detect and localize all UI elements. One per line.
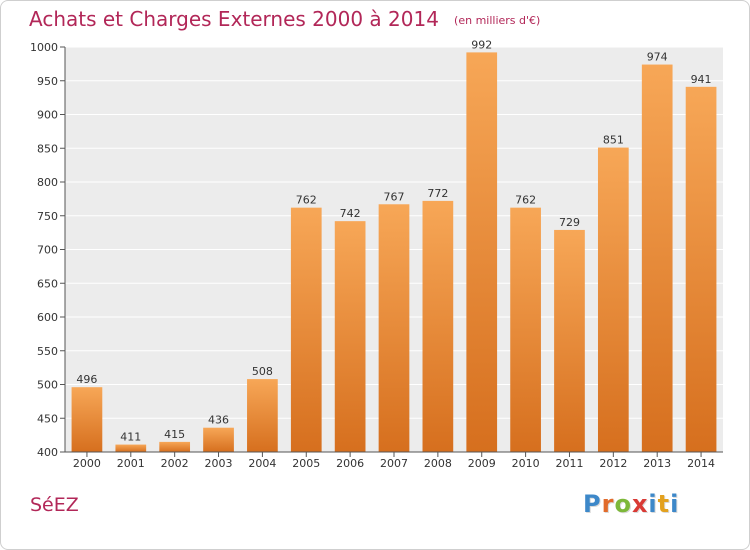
value-label-2004: 508 (252, 365, 273, 378)
bar-2010 (510, 207, 541, 452)
bar-2012 (597, 147, 629, 452)
x-tick-label: 2004 (248, 457, 276, 470)
x-tick-label: 2010 (512, 457, 540, 470)
y-tick-label: 800 (37, 176, 58, 189)
bar-2011 (554, 229, 585, 452)
value-label-2009: 992 (471, 38, 492, 51)
x-tick-label: 2006 (336, 457, 364, 470)
bar-2009 (466, 52, 498, 453)
x-tick-label: 2013 (643, 457, 671, 470)
brand-letter: i (670, 490, 680, 518)
value-label-2005: 762 (296, 194, 317, 207)
value-labels: 496 411 415 436 508 762 742 767 772 992 762 729 851 9… (76, 38, 711, 443)
value-label-2013: 974 (647, 51, 668, 64)
value-label-2006: 742 (340, 207, 361, 220)
x-tick-label: 2000 (73, 457, 101, 470)
bar-2014 (685, 86, 717, 452)
bar-2008 (422, 200, 454, 452)
bar-2007 (378, 204, 410, 452)
bar-2004 (247, 379, 278, 452)
value-label-2010: 762 (515, 194, 536, 207)
brand-letter: r (601, 490, 615, 518)
brand-letter: x (631, 490, 649, 518)
y-tick-label: 1000 (30, 41, 58, 54)
chart-title-text: Achats et Charges Externes 2000 à 2014 (29, 7, 439, 31)
value-label-2008: 772 (427, 187, 448, 200)
bar-2002 (159, 441, 191, 452)
x-tick-label: 2009 (468, 457, 496, 470)
x-tick-label: 2012 (599, 457, 627, 470)
axes: 400 450 500 550 600 650 700 750 800 850 900 950 1000… (30, 41, 723, 470)
bar-2006 (334, 221, 366, 452)
x-tick-label: 2011 (555, 457, 583, 470)
brand-letter: o (614, 490, 632, 518)
chart-unit-note: (en milliers d'€) (454, 14, 541, 27)
y-tick-label: 950 (37, 75, 58, 88)
brand-letter: P (583, 490, 602, 518)
y-tick-label: 700 (37, 244, 58, 257)
x-tick-label: 2014 (687, 457, 715, 470)
y-tick-label: 450 (37, 412, 58, 425)
value-label-2011: 729 (559, 216, 580, 229)
y-tick-label: 550 (37, 345, 58, 358)
bars (71, 52, 717, 453)
x-tick-label: 2005 (292, 457, 320, 470)
y-tick-label: 600 (37, 311, 58, 324)
y-tick-label: 650 (37, 277, 58, 290)
value-label-2002: 415 (164, 428, 185, 441)
y-tick-label: 900 (37, 109, 58, 122)
value-label-2003: 436 (208, 414, 229, 427)
x-tick-label: 2002 (161, 457, 189, 470)
bar-2001 (115, 444, 147, 452)
y-tick-label: 500 (37, 379, 58, 392)
bar-2005 (290, 207, 322, 452)
value-label-2007: 767 (384, 190, 405, 203)
bar-2000 (71, 387, 103, 452)
value-label-2012: 851 (603, 134, 624, 147)
bar-2003 (203, 427, 234, 452)
x-tick-label: 2001 (117, 457, 145, 470)
y-tick-label: 850 (37, 142, 58, 155)
proxiti-logo: Proxiti (583, 490, 679, 518)
x-tick-label: 2007 (380, 457, 408, 470)
value-label-2014: 941 (691, 73, 712, 86)
value-label-2001: 411 (120, 431, 141, 444)
bar-2013 (641, 64, 673, 453)
y-tick-label: 400 (37, 446, 58, 459)
x-tick-label: 2008 (424, 457, 452, 470)
brand-letter: t (657, 490, 671, 518)
brand-letter: i (648, 490, 658, 518)
value-label-2000: 496 (76, 373, 97, 386)
location-label: SéEZ (30, 494, 79, 516)
y-tick-label: 750 (37, 210, 58, 223)
x-tick-label: 2003 (205, 457, 233, 470)
chart-title: Achats et Charges Externes 2000 à 2014 (… (29, 7, 540, 31)
